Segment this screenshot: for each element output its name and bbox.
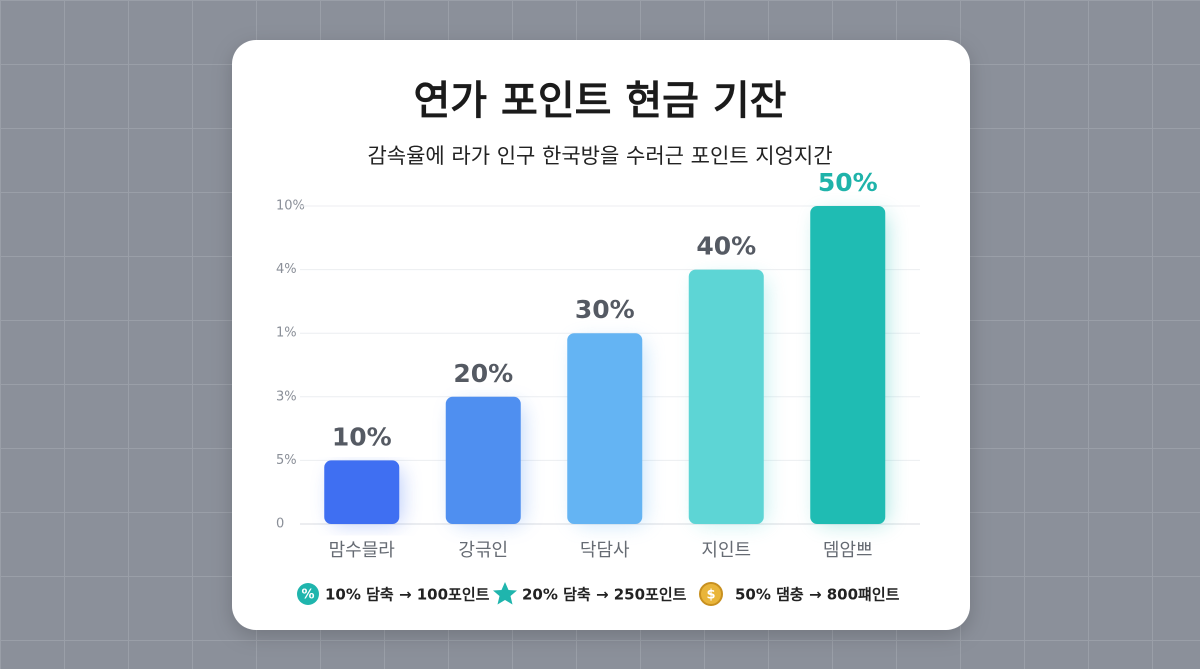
legend-label: 20% 담축 → 250포인트: [522, 586, 687, 604]
y-tick-label: 3%: [276, 389, 297, 404]
chart-title: 연가 포인트 현금 기잔: [414, 78, 787, 124]
y-tick-label: 4%: [276, 262, 297, 277]
value-label: 30%: [575, 295, 635, 324]
value-label: 50%: [818, 168, 878, 197]
y-tick-label: 10%: [276, 199, 305, 214]
legend-icon: [493, 582, 517, 605]
legend-label: 10% 담축 → 100포인트: [325, 586, 490, 604]
value-label: 40%: [696, 232, 756, 261]
x-tick-label: 닥담사: [580, 540, 630, 561]
bar: [324, 460, 400, 524]
chart-subtitle: 감속율에 라가 인구 한국방을 수러근 포인트 지엉지간: [367, 144, 832, 168]
legend-symbol: $: [706, 588, 715, 603]
bar: [445, 396, 521, 524]
bar: [688, 269, 764, 524]
y-tick-label: 0: [276, 517, 284, 532]
x-tick-label: 뎀암쁘: [823, 540, 873, 561]
x-tick-label: 강귺인: [458, 540, 508, 561]
bar: [810, 206, 886, 524]
legend: % 10% 담축 → 100포인트 20% 담축 → 250포인트 $50% 댐충 →…: [297, 582, 900, 606]
legend-icon: [297, 583, 319, 605]
legend-label: 50% 댐충 → 800퍠인트: [735, 586, 900, 604]
y-tick-label: 1%: [276, 326, 297, 341]
value-label: 20%: [453, 359, 513, 388]
x-tick-label: 지인트: [701, 540, 751, 561]
value-label: 10%: [332, 422, 392, 451]
y-tick-label: 5%: [276, 453, 297, 468]
legend-icon: [699, 582, 723, 606]
legend-symbol: %: [301, 588, 314, 603]
x-tick-label: 맘수믈라: [329, 540, 396, 561]
bar: [567, 333, 643, 524]
